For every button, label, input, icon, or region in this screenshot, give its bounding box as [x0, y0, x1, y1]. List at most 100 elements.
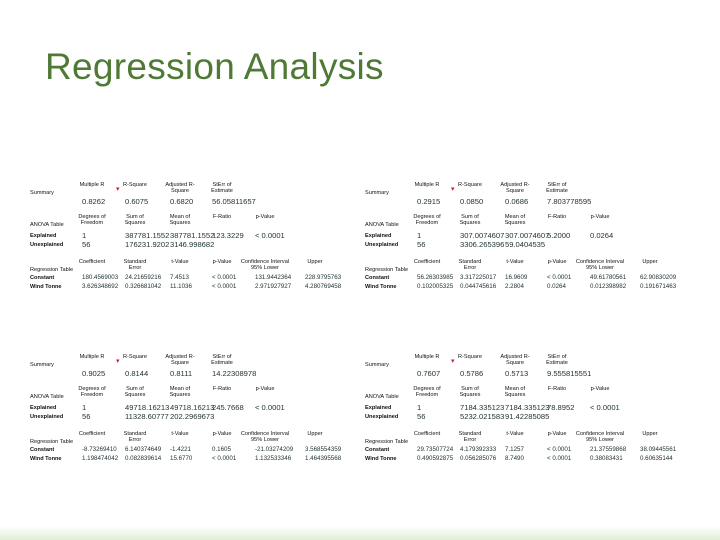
summary-label: Summary: [365, 362, 389, 368]
regression-row-label: Constant: [365, 447, 390, 453]
regression-header: Confidence Interval 95% Lower: [240, 431, 290, 444]
regression-cell: < 0.0001: [547, 455, 572, 462]
summary-header: R-Square: [123, 182, 147, 188]
summary-value: 0.0850: [460, 197, 484, 206]
anova-header: Sum of Squares: [124, 214, 146, 227]
anova-row-label: Unexplained: [365, 242, 399, 248]
anova-row-label: Explained: [365, 405, 392, 411]
anova-row-label: Unexplained: [30, 414, 64, 420]
anova-cell: 3146.998682: [170, 240, 215, 249]
anova-label: ANOVA Table: [30, 394, 64, 400]
regression-cell: 0.1605: [212, 446, 231, 453]
anova-cell: 307.0074607: [460, 231, 505, 240]
anova-cell: 0.0264: [590, 231, 614, 240]
anova-cell: 49718.16213: [170, 403, 215, 412]
anova-cell: 78.8952: [547, 403, 575, 412]
anova-cell: 1: [417, 403, 422, 412]
anova-cell: < 0.0001: [590, 403, 620, 412]
regression-cell: 8.7490: [505, 455, 524, 462]
regression-header: Confidence Interval 95% Lower: [575, 259, 625, 272]
footer-gradient: [0, 526, 720, 540]
regression-cell: 2.971927927: [255, 283, 292, 290]
regression-cell: < 0.0001: [212, 274, 237, 281]
regression-cell: 56.26303985: [417, 274, 454, 281]
regression-cell: 4.280769458: [305, 283, 342, 290]
regression-header: Coefficient: [78, 259, 106, 265]
regression-header: Coefficient: [413, 431, 441, 437]
summary-header: Adjusted R-Square: [500, 354, 530, 367]
summary-value: 0.5713: [505, 369, 529, 378]
regression-header: Upper: [307, 259, 323, 265]
summary-value: 0.5786: [460, 369, 484, 378]
regression-cell: < 0.0001: [212, 283, 237, 290]
anova-cell: < 0.0001: [255, 403, 285, 412]
regression-header: t-Value: [171, 259, 189, 265]
summary-value: 0.0686: [505, 197, 529, 206]
anova-header: Sum of Squares: [124, 386, 146, 399]
anova-row-label: Explained: [30, 233, 57, 239]
anova-header: Mean of Squares: [504, 214, 526, 227]
summary-header: Adjusted R-Square: [500, 182, 530, 195]
anova-cell: 202.2969673: [170, 412, 215, 421]
slide-title: Regression Analysis: [45, 46, 384, 87]
anova-header: p-Value: [255, 214, 275, 220]
regression-header: Standard Error: [458, 431, 482, 444]
anova-header: p-Value: [590, 386, 610, 392]
anova-header: Mean of Squares: [504, 386, 526, 399]
anova-label: ANOVA Table: [30, 222, 64, 228]
regression-cell: -21.03274209: [255, 446, 294, 453]
summary-header: R-Square: [458, 354, 482, 360]
summary-label: Summary: [365, 190, 389, 196]
regression-cell: 0.044745616: [460, 283, 497, 290]
regression-header: t-Value: [506, 431, 524, 437]
anova-cell: 1: [82, 231, 87, 240]
summary-header: Multiple R: [79, 354, 105, 360]
anova-header: F-Ratio: [547, 214, 567, 220]
regression-panel: Summary Multiple R R-Square Adjusted R-Squa…: [365, 352, 700, 482]
regression-cell: 1.198474042: [82, 455, 119, 462]
anova-cell: 56: [82, 240, 91, 249]
summary-header: R-Square: [458, 182, 482, 188]
anova-header: Sum of Squares: [459, 214, 481, 227]
regression-cell: 3.317225017: [460, 274, 497, 281]
regression-header: Confidence Interval 95% Lower: [240, 259, 290, 272]
regression-row-label: Constant: [30, 275, 55, 281]
regression-cell: 180.4569003: [82, 274, 119, 281]
regression-row-label: Wind Tonne: [30, 284, 62, 290]
anova-row-label: Unexplained: [365, 414, 399, 420]
anova-cell: 1: [82, 403, 87, 412]
summary-header: StErr of Estimate: [546, 182, 568, 195]
regression-cell: 24.21659216: [125, 274, 162, 281]
summary-value: 0.9025: [82, 369, 106, 378]
regression-cell: < 0.0001: [547, 446, 572, 453]
anova-row-label: Explained: [365, 233, 392, 239]
regression-row-label: Constant: [30, 447, 55, 453]
anova-row-label: Unexplained: [30, 242, 64, 248]
regression-header: Standard Error: [123, 259, 147, 272]
summary-value: 0.8111: [170, 369, 193, 378]
summary-header: Adjusted R-Square: [165, 182, 195, 195]
anova-header: F-Ratio: [212, 386, 232, 392]
summary-header: Adjusted R-Square: [165, 354, 195, 367]
anova-header: p-Value: [590, 214, 610, 220]
regression-cell: 62.90830209: [640, 274, 677, 281]
summary-value: 0.2915: [417, 197, 441, 206]
regression-header: Coefficient: [78, 431, 106, 437]
summary-header: Multiple R: [414, 182, 440, 188]
regression-header: Upper: [307, 431, 323, 437]
anova-cell: 56: [82, 412, 91, 421]
anova-cell: 56: [417, 240, 426, 249]
regression-cell: < 0.0001: [547, 274, 572, 281]
highlight-marker-icon: ▾: [451, 358, 455, 365]
regression-cell: -1.4221: [170, 446, 191, 453]
regression-header: p-Value: [212, 431, 232, 437]
anova-header: F-Ratio: [212, 214, 232, 220]
anova-cell: 5232.021583: [460, 412, 505, 421]
regression-cell: 0.056285076: [460, 455, 497, 462]
anova-cell: 5.2000: [547, 231, 571, 240]
regression-header: Upper: [642, 431, 658, 437]
regression-panel: Summary Multiple R R-Square Adjusted R-Squa…: [365, 180, 700, 310]
anova-header: Sum of Squares: [459, 386, 481, 399]
anova-cell: 7184.335123: [460, 403, 505, 412]
summary-value: 0.6075: [125, 197, 149, 206]
